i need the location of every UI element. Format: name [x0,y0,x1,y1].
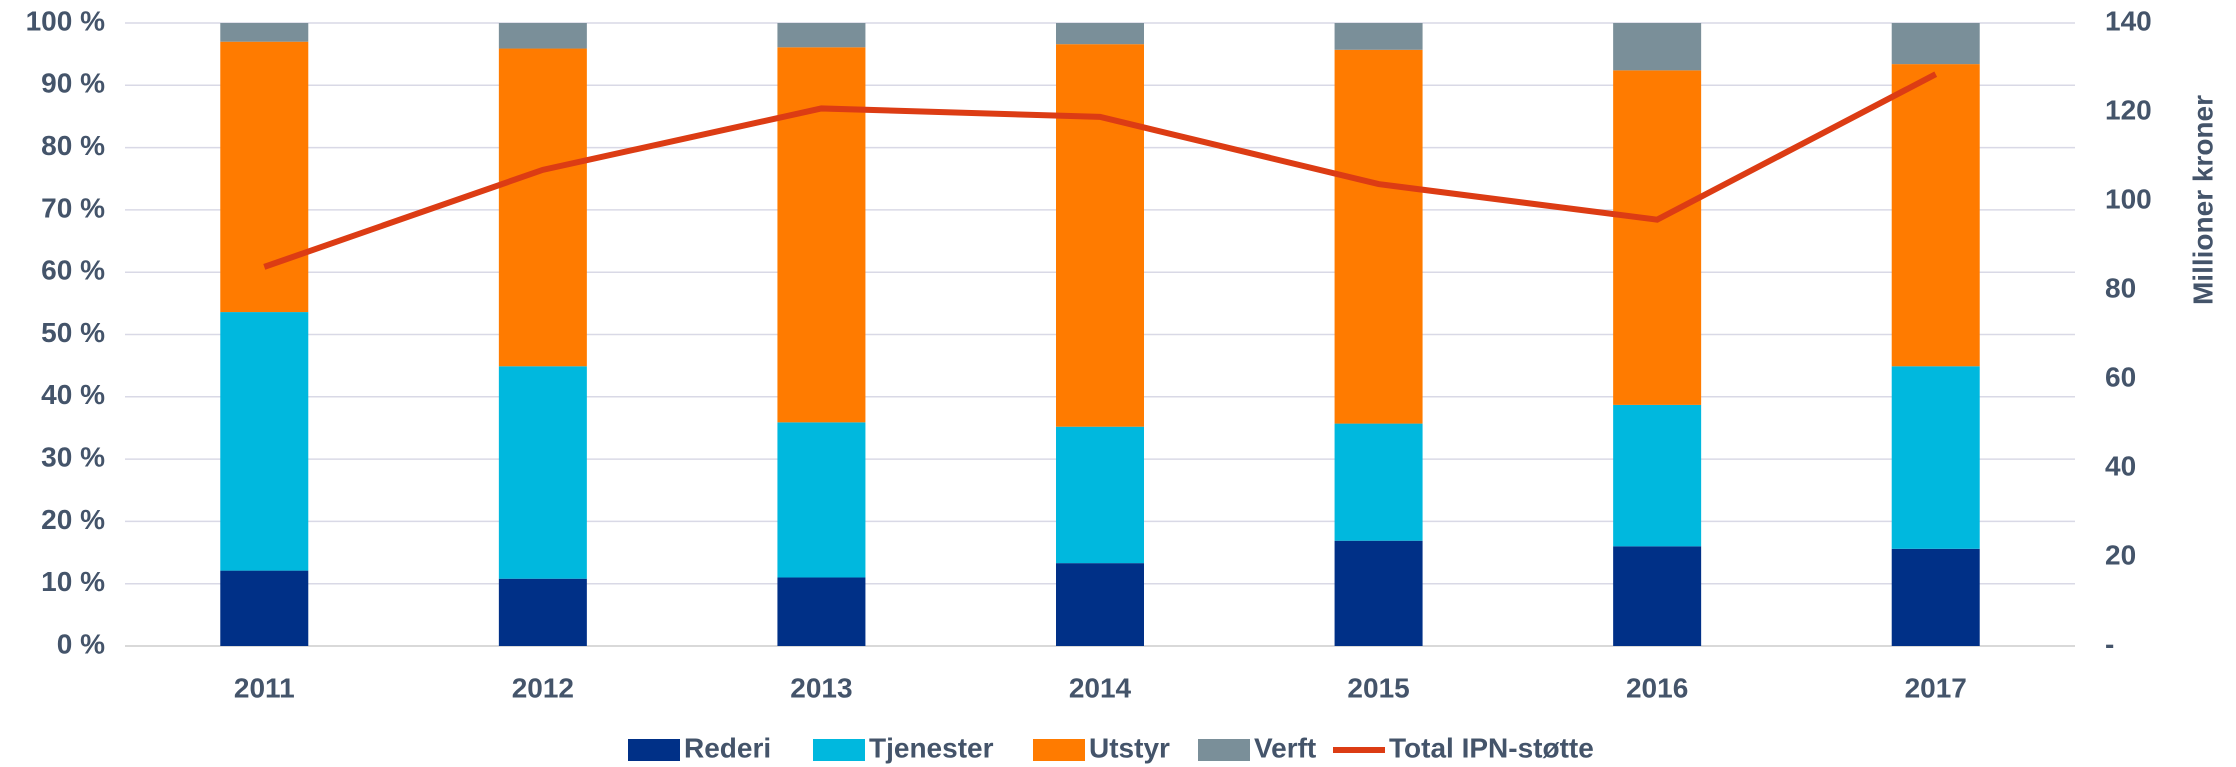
y2-tick-label: 80 [2105,272,2136,303]
bar-segment [1613,546,1702,646]
bar-segment [1056,23,1144,45]
legend-label: Rederi [684,732,771,763]
y-tick-label: 100 % [26,5,105,36]
y-tick-label: 60 % [41,255,105,286]
x-tick-label: 2017 [1905,672,1967,703]
bar-segment [1613,70,1702,405]
bar-segment [220,23,309,42]
legend-swatch [628,739,680,761]
y-tick-label: 20 % [41,504,105,535]
bar-segment [220,570,309,646]
y2-tick-label: 60 [2105,361,2136,392]
y2-axis-label: Millioner kroner [2187,95,2218,305]
x-tick-label: 2011 [234,672,295,703]
bar-segment [777,422,866,578]
y2-tick-label: 40 [2105,450,2136,481]
legend-label: Verft [1254,732,1316,763]
bar-segment [498,23,587,49]
bar-segment [1334,540,1423,646]
y-tick-label: 90 % [41,68,105,99]
bar-segment [1613,23,1702,71]
legend-label: Utstyr [1089,732,1170,763]
bar-segment [220,41,309,313]
bar-segment [1334,23,1423,50]
bar-segment [498,578,587,646]
bar-segment [1334,49,1423,424]
x-tick-label: 2015 [1347,672,1409,703]
legend-swatch [1198,739,1250,761]
bar-segment [1891,23,1980,65]
bar-segment [777,47,866,423]
legend-swatch [813,739,865,761]
bar-segment [498,366,587,579]
y-tick-label: 40 % [41,379,105,410]
bar-segment [220,312,309,571]
bar-segment [1613,404,1702,547]
bar-segment [1056,563,1144,646]
bar-segment [1056,44,1144,427]
y2-tick-label: 20 [2105,539,2136,570]
y2-tick-label: - [2105,628,2114,659]
x-tick-label: 2016 [1626,672,1688,703]
legend-swatch [1033,739,1085,761]
legend-label: Total IPN-støtte [1389,732,1594,763]
bar-segment [777,577,866,646]
bar-segment [1891,366,1980,549]
y2-tick-label: 100 [2105,183,2152,214]
y-tick-label: 70 % [41,192,105,223]
y-tick-label: 10 % [41,566,105,597]
y2-tick-label: 120 [2105,94,2152,125]
y2-tick-label: 140 [2105,5,2152,36]
bar-segment [498,48,587,367]
bar-segment [1891,64,1980,367]
x-tick-label: 2012 [512,672,574,703]
legend-label: Tjenester [869,732,994,763]
y-tick-label: 0 % [57,628,105,659]
bar-segment [1334,423,1423,541]
line-series [263,71,1938,270]
y-tick-label: 50 % [41,317,105,348]
x-tick-label: 2013 [790,672,852,703]
x-tick-label: 2014 [1069,672,1132,703]
y-tick-label: 80 % [41,130,105,161]
bar-segment [777,23,866,48]
y-tick-label: 30 % [41,441,105,472]
bar-segment [1056,426,1144,564]
bar-segment [1891,548,1980,646]
